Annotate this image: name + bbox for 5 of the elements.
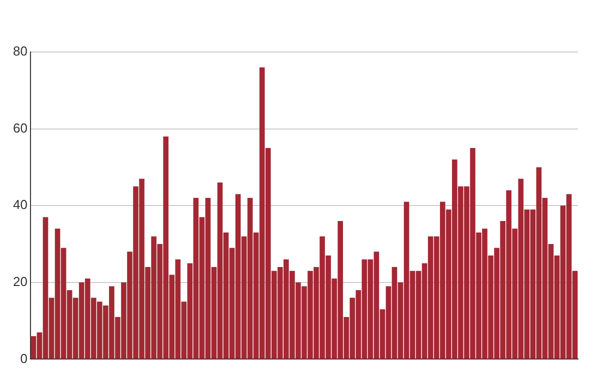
y-tick-label: 0 [20,350,28,366]
y-tick-label: 60 [12,120,28,136]
y-tick-label: 20 [12,274,28,289]
y-tick-label: 40 [12,197,28,212]
y-tick-label: 80 [12,44,28,59]
